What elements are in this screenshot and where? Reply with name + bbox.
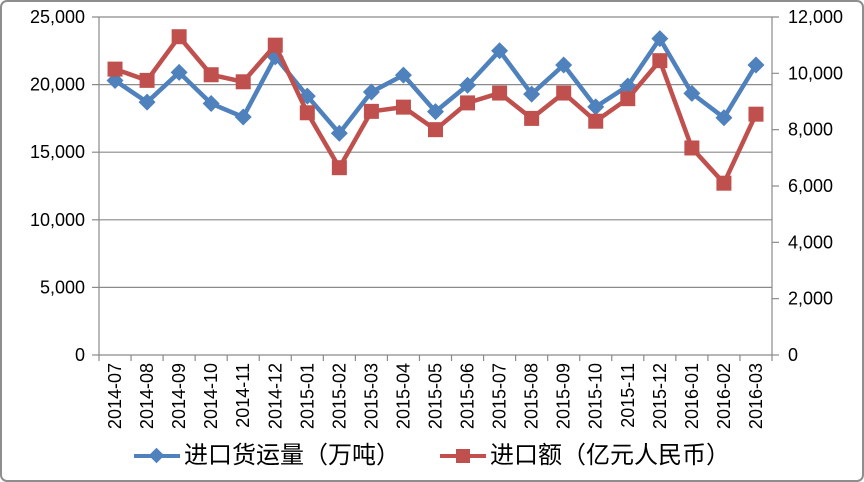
left-axis-label: 15,000 xyxy=(30,142,85,162)
data-point-import-value[interactable] xyxy=(299,105,315,121)
data-point-import-volume[interactable] xyxy=(715,109,733,127)
x-axis-label: 2016-02 xyxy=(714,363,734,429)
left-axis-label: 5,000 xyxy=(40,277,85,297)
data-point-import-volume[interactable] xyxy=(234,108,252,126)
data-point-import-value[interactable] xyxy=(492,85,508,101)
data-point-import-value[interactable] xyxy=(171,29,187,45)
x-axis-label: 2016-03 xyxy=(746,363,766,429)
data-point-import-volume[interactable] xyxy=(330,124,348,142)
x-axis-label: 2014-09 xyxy=(169,363,189,429)
legend-label-import-volume: 进口货运量（万吨） xyxy=(184,442,400,469)
data-point-import-volume[interactable] xyxy=(683,84,701,102)
x-axis-label: 2015-10 xyxy=(586,363,606,429)
x-axis-label: 2014-10 xyxy=(201,363,221,429)
x-axis-label: 2015-09 xyxy=(554,363,574,429)
right-axis-label: 8,000 xyxy=(788,120,833,140)
data-point-import-value[interactable] xyxy=(460,95,476,111)
left-axis-label: 25,000 xyxy=(30,7,85,27)
data-point-import-value[interactable] xyxy=(716,175,732,191)
right-axis-label: 0 xyxy=(788,345,798,365)
data-point-import-value[interactable] xyxy=(684,140,700,156)
data-point-import-value[interactable] xyxy=(556,85,572,101)
x-axis-label: 2015-03 xyxy=(361,363,381,429)
data-point-import-value[interactable] xyxy=(428,122,443,138)
x-axis-label: 2015-07 xyxy=(490,363,510,429)
left-axis-label: 0 xyxy=(75,345,85,365)
data-point-import-value[interactable] xyxy=(652,53,668,69)
x-axis-label: 2014-12 xyxy=(265,363,285,429)
data-point-import-volume[interactable] xyxy=(523,85,541,103)
data-point-import-value[interactable] xyxy=(588,113,604,129)
legend-item-import-volume[interactable]: 进口货运量（万吨） xyxy=(134,444,400,468)
x-axis-label: 2014-07 xyxy=(105,363,125,429)
data-point-import-volume[interactable] xyxy=(555,56,573,74)
data-point-import-value[interactable] xyxy=(139,72,155,88)
square-icon xyxy=(456,449,470,463)
legend-item-import-value[interactable]: 进口额（亿元人民币） xyxy=(440,444,730,468)
right-axis-label: 4,000 xyxy=(788,232,833,252)
data-point-import-value[interactable] xyxy=(331,160,347,176)
data-point-import-volume[interactable] xyxy=(138,93,156,111)
legend-label-import-value: 进口额（亿元人民币） xyxy=(490,442,730,469)
data-point-import-value[interactable] xyxy=(748,106,764,122)
data-point-import-volume[interactable] xyxy=(587,98,605,116)
legend-marker-diamond-icon xyxy=(134,447,180,464)
right-axis-label: 12,000 xyxy=(788,7,843,27)
data-point-import-volume[interactable] xyxy=(394,66,412,84)
right-axis-label: 10,000 xyxy=(788,63,843,83)
data-point-import-value[interactable] xyxy=(524,110,540,126)
data-point-import-volume[interactable] xyxy=(459,76,477,94)
data-point-import-volume[interactable] xyxy=(491,42,509,60)
data-point-import-value[interactable] xyxy=(395,99,411,115)
data-point-import-value[interactable] xyxy=(620,91,636,107)
x-axis-label: 2014-08 xyxy=(137,363,157,429)
data-point-import-volume[interactable] xyxy=(747,56,765,74)
chart-legend: 进口货运量（万吨） 进口额（亿元人民币） xyxy=(2,436,862,476)
x-axis-label: 2015-01 xyxy=(297,363,317,429)
data-point-import-value[interactable] xyxy=(235,74,251,90)
left-axis-label: 10,000 xyxy=(30,210,85,230)
x-axis-label: 2015-02 xyxy=(329,363,349,429)
left-axis-label: 20,000 xyxy=(30,75,85,95)
data-point-import-value[interactable] xyxy=(363,103,379,119)
data-point-import-value[interactable] xyxy=(203,67,219,83)
x-axis-label: 2015-11 xyxy=(618,363,638,428)
data-point-import-value[interactable] xyxy=(107,61,123,77)
x-axis-label: 2015-12 xyxy=(650,363,670,429)
x-axis-label: 2015-04 xyxy=(393,363,413,429)
data-point-import-volume[interactable] xyxy=(427,103,444,121)
legend-marker-square-icon xyxy=(440,448,486,464)
data-point-import-volume[interactable] xyxy=(170,63,188,81)
data-point-import-volume[interactable] xyxy=(362,83,380,101)
data-point-import-volume[interactable] xyxy=(651,30,669,48)
x-axis-label: 2016-01 xyxy=(682,363,702,429)
right-axis-label: 2,000 xyxy=(788,289,833,309)
x-axis-label: 2015-05 xyxy=(426,363,446,429)
data-point-import-volume[interactable] xyxy=(202,95,220,113)
data-point-import-value[interactable] xyxy=(267,37,283,53)
x-axis-label: 2015-08 xyxy=(522,363,542,429)
x-axis-label: 2015-06 xyxy=(458,363,478,429)
diamond-icon xyxy=(148,447,165,464)
x-axis-label: 2014-11 xyxy=(233,363,253,428)
right-axis-label: 6,000 xyxy=(788,176,833,196)
